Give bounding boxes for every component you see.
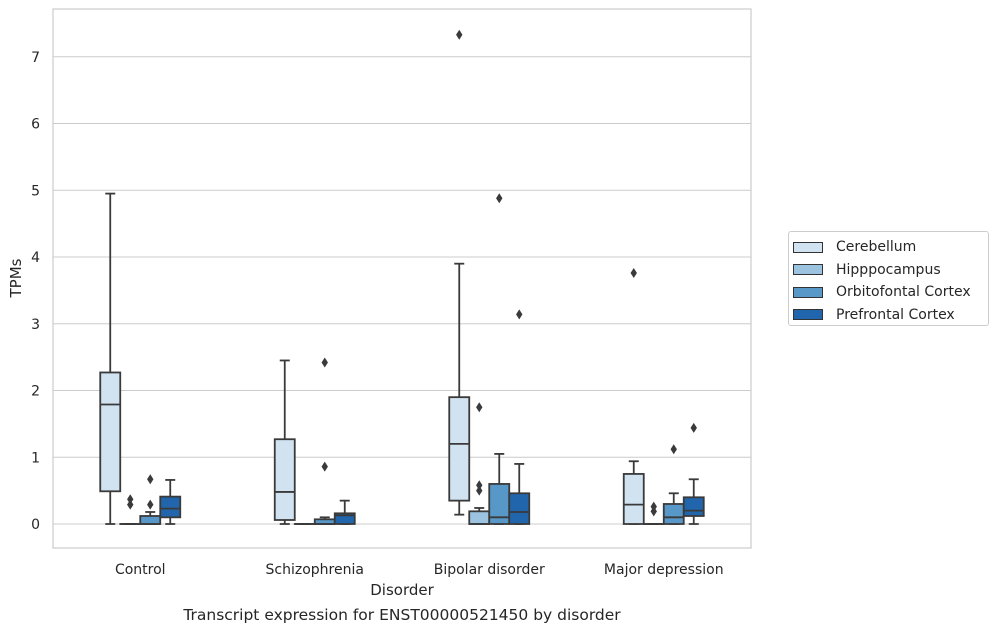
- box-3-0: [159, 479, 182, 525]
- box-1-3: [642, 501, 665, 525]
- box-iqr: [333, 512, 356, 525]
- box-iqr: [99, 371, 122, 493]
- figure-caption: Transcript expression for ENST0000052145…: [183, 606, 621, 624]
- box-3-2: [508, 309, 531, 525]
- x-tick-label-2: Bipolar disorder: [434, 562, 545, 578]
- plot-frame: [52, 8, 752, 549]
- box-1-0: [119, 494, 142, 525]
- legend-item-0: Cerebellum: [793, 236, 988, 259]
- x-tick-label-1: Schizophrenia: [266, 562, 364, 578]
- box-0-3: [622, 268, 645, 525]
- box-2-2: [488, 193, 511, 525]
- box-1-2: [468, 402, 491, 525]
- outlier-2: [476, 485, 483, 496]
- x-tick-label-3: Major depression: [604, 562, 724, 578]
- legend: Cerebellum Hipppocampus Orbitofontal Corte…: [788, 231, 989, 326]
- box-0-0: [99, 192, 122, 525]
- box-0-2: [448, 29, 471, 516]
- outlier-0: [456, 29, 463, 40]
- x-tick-label-0: Control: [115, 562, 166, 578]
- outlier-1: [321, 461, 328, 472]
- outlier-0: [321, 357, 328, 368]
- outlier-0: [496, 193, 503, 204]
- box-0-1: [273, 359, 296, 525]
- y-tick-label-3: 3: [31, 317, 40, 333]
- box-iqr: [448, 396, 471, 502]
- y-tick-labels: 0 1 2 3 4 5 6 7: [31, 50, 40, 533]
- outlier-0: [476, 402, 483, 413]
- box-iqr: [662, 503, 685, 525]
- y-tick-label-5: 5: [31, 183, 40, 199]
- outlier-0: [516, 309, 523, 320]
- box-iqr: [468, 510, 491, 525]
- x-axis-label: Disorder: [370, 581, 434, 599]
- x-tick-labels: Control Schizophrenia Bipolar disorder Majo…: [115, 562, 724, 578]
- box-2-1: [313, 357, 336, 525]
- legend-label: Orbitofontal Cortex: [836, 284, 971, 301]
- y-axis-label: TPMs: [7, 258, 25, 298]
- outlier-0: [147, 474, 154, 485]
- outlier-1: [476, 480, 483, 491]
- box-iqr: [139, 515, 162, 525]
- legend-item-1: Hipppocampus: [793, 259, 988, 282]
- y-tick-label-1: 1: [31, 450, 40, 466]
- box-2-3: [662, 444, 685, 525]
- y-tick-label-6: 6: [31, 117, 40, 133]
- box-2-0: [139, 474, 162, 525]
- box-3-1: [333, 499, 356, 525]
- gridlines: [53, 56, 751, 525]
- legend-swatch: [793, 264, 823, 276]
- box-iqr: [508, 492, 531, 525]
- y-tick-label-0: 0: [31, 517, 40, 533]
- box-iqr: [273, 438, 296, 521]
- outlier-0: [690, 422, 697, 433]
- legend-label: Prefrontal Cortex: [836, 306, 955, 323]
- legend-label: Hipppocampus: [836, 261, 941, 278]
- box-3-3: [682, 422, 705, 525]
- legend-label: Cerebellum: [836, 239, 917, 256]
- y-tick-label-7: 7: [31, 50, 40, 66]
- box-iqr: [159, 495, 182, 519]
- box-iqr: [622, 473, 645, 525]
- box-plots: [99, 29, 705, 525]
- outlier-0: [670, 444, 677, 455]
- outlier-0: [630, 268, 637, 279]
- box-iqr: [682, 496, 705, 517]
- outlier-1: [127, 499, 134, 510]
- legend-swatch: [793, 309, 823, 321]
- outlier-1: [650, 506, 657, 517]
- y-tick-label-4: 4: [31, 250, 40, 266]
- outlier-1: [147, 499, 154, 510]
- y-tick-label-2: 2: [31, 384, 40, 400]
- legend-swatch: [793, 286, 823, 298]
- legend-item-2: Orbitofontal Cortex: [793, 281, 988, 304]
- legend-item-3: Prefrontal Cortex: [793, 304, 988, 327]
- legend-swatch: [793, 241, 823, 253]
- outlier-0: [127, 494, 134, 505]
